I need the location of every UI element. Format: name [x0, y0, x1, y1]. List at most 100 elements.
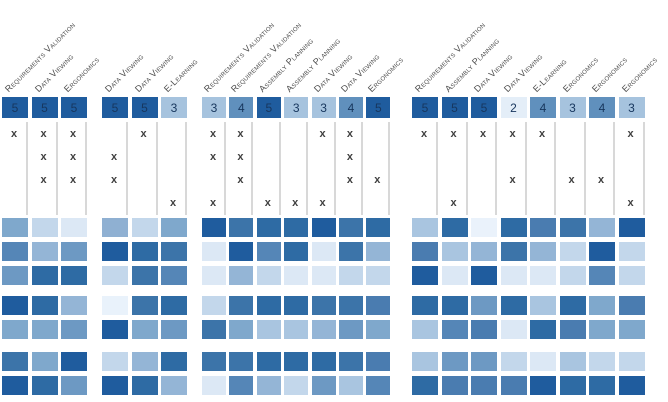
heatmap-row — [202, 352, 391, 371]
criteria-column: x — [412, 122, 438, 215]
heatmap-cell — [338, 266, 363, 285]
heatmap-cell — [229, 242, 254, 261]
heatmap-cell — [500, 296, 527, 315]
heatmap-band-3 — [102, 352, 187, 400]
heatmap-cell — [618, 242, 645, 261]
heatmap-cell — [2, 266, 28, 285]
x-empty-slot — [471, 169, 495, 192]
heatmap-row — [102, 218, 187, 237]
heatmap-cell — [412, 218, 438, 237]
x-mark: x — [40, 127, 47, 140]
heatmap-cell — [229, 376, 254, 395]
heatmap-band-3 — [2, 352, 87, 400]
criteria-column: x — [161, 122, 187, 215]
heatmap-row — [102, 296, 187, 315]
heatmap-cell — [284, 296, 309, 315]
heatmap-cell — [589, 218, 615, 237]
score-cell: 5 — [2, 97, 28, 118]
score-cell: 2 — [500, 97, 527, 118]
x-mark: x — [627, 197, 634, 210]
heatmap-cell — [102, 218, 128, 237]
heatmap-cell — [338, 218, 363, 237]
heatmap-cell — [202, 242, 226, 261]
x-mark: x — [40, 174, 47, 187]
heatmap-cell — [441, 352, 468, 371]
heatmap-cell — [161, 320, 187, 339]
criteria-column: x — [284, 122, 309, 215]
heatmap-band-1 — [102, 218, 187, 290]
score-cell: 5 — [471, 97, 497, 118]
x-mark: x — [627, 127, 634, 140]
heatmap-cell — [530, 266, 556, 285]
heatmap-cell — [441, 242, 468, 261]
x-empty-slot — [619, 169, 643, 192]
score-cell: 4 — [338, 97, 363, 118]
heatmap-row — [412, 376, 645, 395]
heatmap-cell — [284, 218, 309, 237]
heatmap-cell — [441, 296, 468, 315]
heatmap-cell — [589, 296, 615, 315]
heatmap-cell — [311, 296, 336, 315]
heatmap-cell — [131, 352, 158, 371]
x-mark: x — [69, 174, 77, 187]
heatmap-cell — [559, 266, 586, 285]
heatmap-cell — [530, 242, 556, 261]
heatmap-row — [202, 376, 391, 395]
x-empty-slot — [102, 122, 126, 145]
heatmap-cell — [366, 352, 391, 371]
heatmap-cell — [471, 352, 497, 371]
x-empty-slot — [161, 145, 185, 168]
heatmap-cell — [161, 376, 187, 395]
heatmap-cell — [284, 352, 309, 371]
heatmap-cell — [202, 266, 226, 285]
heatmap-cell — [31, 376, 58, 395]
heatmap-cell — [530, 376, 556, 395]
heatmap-cell — [589, 376, 615, 395]
x-empty-slot — [560, 145, 584, 168]
score-cell: 5 — [366, 97, 391, 118]
heatmap-cell — [2, 376, 28, 395]
heatmap-cell — [61, 376, 87, 395]
heatmap-cell — [618, 218, 645, 237]
x-mark: x — [237, 150, 244, 163]
criteria-column: x — [257, 122, 281, 215]
x-empty-slot — [61, 192, 85, 215]
heatmap-cell — [471, 218, 497, 237]
x-empty-slot — [530, 169, 554, 192]
heatmap-band-1 — [2, 218, 87, 290]
heatmap-cell — [161, 218, 187, 237]
heatmap-cell — [229, 320, 254, 339]
score-cell: 5 — [31, 97, 58, 118]
heatmap-cell — [618, 376, 645, 395]
heatmap-cell — [589, 242, 615, 261]
heatmap-row — [412, 218, 645, 237]
x-empty-slot — [2, 145, 26, 168]
heatmap-cell — [202, 320, 226, 339]
criteria-column: x — [471, 122, 497, 215]
score-cell: 5 — [61, 97, 87, 118]
heatmap-cell — [131, 320, 158, 339]
x-mark: x — [237, 127, 244, 140]
x-empty-slot — [412, 169, 436, 192]
x-mark: x — [10, 127, 18, 140]
heatmap-cell — [618, 296, 645, 315]
heatmap-band-1 — [202, 218, 391, 290]
heatmap-cell — [256, 376, 281, 395]
x-empty-slot — [229, 192, 251, 215]
score-cell: 4 — [589, 97, 615, 118]
heatmap-cell — [366, 296, 391, 315]
heatmap-cell — [256, 266, 281, 285]
heatmap-cell — [61, 296, 87, 315]
heatmap-cell — [31, 320, 58, 339]
score-cell: 3 — [618, 97, 645, 118]
heatmap-cell — [366, 266, 391, 285]
heatmap-cell — [202, 218, 226, 237]
heatmap-cell — [559, 320, 586, 339]
heatmap-cell — [441, 218, 468, 237]
